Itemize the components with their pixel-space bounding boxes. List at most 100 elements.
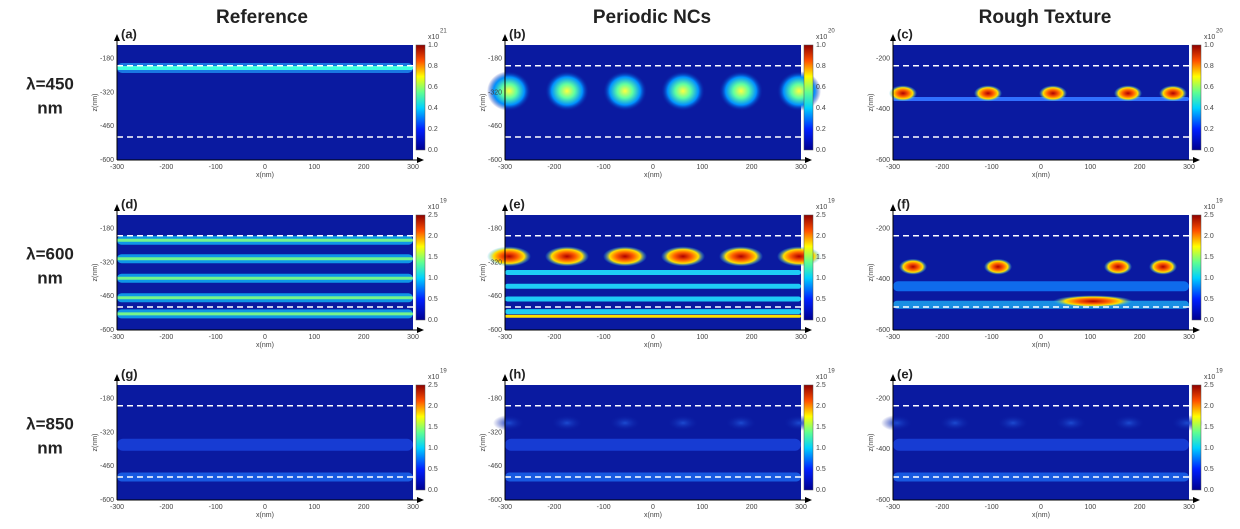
colorbar-tick-label: 0.8: [816, 63, 826, 70]
colorbar-tick-label: 2.5: [816, 382, 826, 389]
z-tick-label: -320: [100, 429, 114, 436]
axis-arrow: [114, 374, 120, 381]
x-tick-label: -300: [886, 334, 900, 341]
colorbar-tick-label: 1.5: [428, 424, 438, 431]
field-band: [893, 438, 1189, 451]
x-tick-label: -200: [547, 504, 561, 511]
z-tick-label: -460: [488, 293, 502, 300]
row-label-unit: nm: [37, 98, 63, 117]
z-tick-label: -600: [876, 327, 890, 334]
panel-label: (e): [509, 196, 525, 211]
field-spot: [939, 414, 971, 431]
row-label: λ=450: [26, 74, 74, 93]
colorbar-tick-label: 2.0: [1204, 233, 1214, 240]
field-band: [505, 309, 801, 315]
x-tick-label: 300: [1183, 164, 1195, 171]
row-label: λ=600: [26, 244, 74, 263]
x-tick-label: -300: [110, 504, 124, 511]
x-tick-label: 100: [1084, 334, 1096, 341]
x-tick-label: -100: [985, 164, 999, 171]
field-map: [893, 215, 1189, 330]
colorbar: [1191, 214, 1202, 321]
x-axis-label: x(nm): [256, 172, 274, 179]
x-tick-label: 200: [746, 334, 758, 341]
x-tick-label: -100: [985, 334, 999, 341]
colorbar-tick-label: 2.5: [428, 382, 438, 389]
colorbar-tick-label: 2.0: [428, 403, 438, 410]
z-axis-label: z(nm): [868, 94, 875, 112]
colorbar-tick-label: 0.0: [428, 487, 438, 494]
z-axis-label: z(nm): [480, 434, 487, 452]
x-tick-label: 200: [358, 504, 370, 511]
axis-arrow: [417, 327, 424, 333]
z-tick-label: -200: [876, 396, 890, 403]
colorbar-tick-label: 1.0: [428, 42, 438, 49]
z-tick-label: -320: [100, 259, 114, 266]
panel-label: (f): [897, 196, 910, 211]
field-band: [117, 257, 413, 261]
field-band: [893, 281, 1189, 292]
x-tick-label: 100: [308, 504, 320, 511]
z-axis-label: z(nm): [92, 434, 99, 452]
axis-arrow: [502, 374, 508, 381]
axis-arrow: [890, 204, 896, 211]
colorbar-tick-label: 0.5: [428, 466, 438, 473]
x-tick-label: 100: [696, 164, 708, 171]
x-tick-label: 200: [358, 334, 370, 341]
panel-label: (a): [121, 26, 137, 41]
axis-arrow: [805, 327, 812, 333]
x-axis-label: x(nm): [1032, 342, 1050, 349]
field-spot: [493, 414, 525, 431]
colorbar-tick-label: 0.0: [816, 147, 826, 154]
z-tick-label: -400: [876, 106, 890, 113]
x-tick-label: 100: [308, 164, 320, 171]
x-axis-label: x(nm): [644, 512, 662, 519]
z-tick-label: -460: [488, 463, 502, 470]
axis-arrow: [1193, 327, 1200, 333]
field-map: [117, 45, 413, 160]
field-spot: [609, 414, 641, 431]
panel: (d) -300 -200 -100 0 100 200 300 x(nm) -180 -320 -4…: [92, 196, 447, 348]
x-tick-label: -200: [547, 334, 561, 341]
x-tick-label: -100: [597, 334, 611, 341]
x-tick-label: 300: [407, 164, 419, 171]
colorbar-power: 19: [440, 199, 447, 205]
x-tick-label: -100: [985, 504, 999, 511]
colorbar-tick-label: 0.5: [1204, 296, 1214, 303]
axis-arrow: [114, 34, 120, 41]
field-band: [893, 97, 1189, 102]
z-tick-label: -460: [100, 463, 114, 470]
colorbar-tick-label: 1.0: [816, 42, 826, 49]
field-spot: [667, 414, 699, 431]
panel: (e) -300 -200 -100 0 100 200 300 x(nm) -180 -320 -4…: [480, 196, 835, 348]
colorbar-prefix: x10: [816, 204, 827, 211]
colorbar: [1191, 384, 1202, 491]
x-axis-label: x(nm): [644, 172, 662, 179]
z-tick-label: -600: [488, 157, 502, 164]
x-tick-label: -200: [935, 504, 949, 511]
x-tick-label: -300: [498, 334, 512, 341]
column-header: Reference: [216, 7, 308, 28]
z-tick-label: -600: [488, 497, 502, 504]
colorbar: [1191, 44, 1202, 151]
x-tick-label: 200: [1134, 504, 1146, 511]
panel: (h) -300 -200 -100 0 100 200 300 x(nm) -180 -320 -4…: [480, 366, 835, 518]
colorbar-tick-label: 0.0: [428, 317, 438, 324]
x-tick-label: -200: [547, 164, 561, 171]
colorbar-power: 19: [1216, 369, 1223, 375]
field-band: [505, 438, 801, 451]
z-axis-label: z(nm): [868, 434, 875, 452]
field-spot: [719, 71, 763, 111]
colorbar-tick-label: 0.5: [428, 296, 438, 303]
x-tick-label: 300: [407, 504, 419, 511]
colorbar-tick-label: 2.5: [1204, 382, 1214, 389]
x-tick-label: -300: [498, 164, 512, 171]
colorbar: [803, 214, 814, 321]
x-tick-label: 100: [1084, 504, 1096, 511]
z-tick-label: -320: [488, 89, 502, 96]
field-spot: [551, 414, 583, 431]
field-spot: [1159, 85, 1187, 102]
z-tick-label: -320: [100, 89, 114, 96]
z-axis-label: z(nm): [92, 264, 99, 282]
x-tick-label: -300: [886, 164, 900, 171]
